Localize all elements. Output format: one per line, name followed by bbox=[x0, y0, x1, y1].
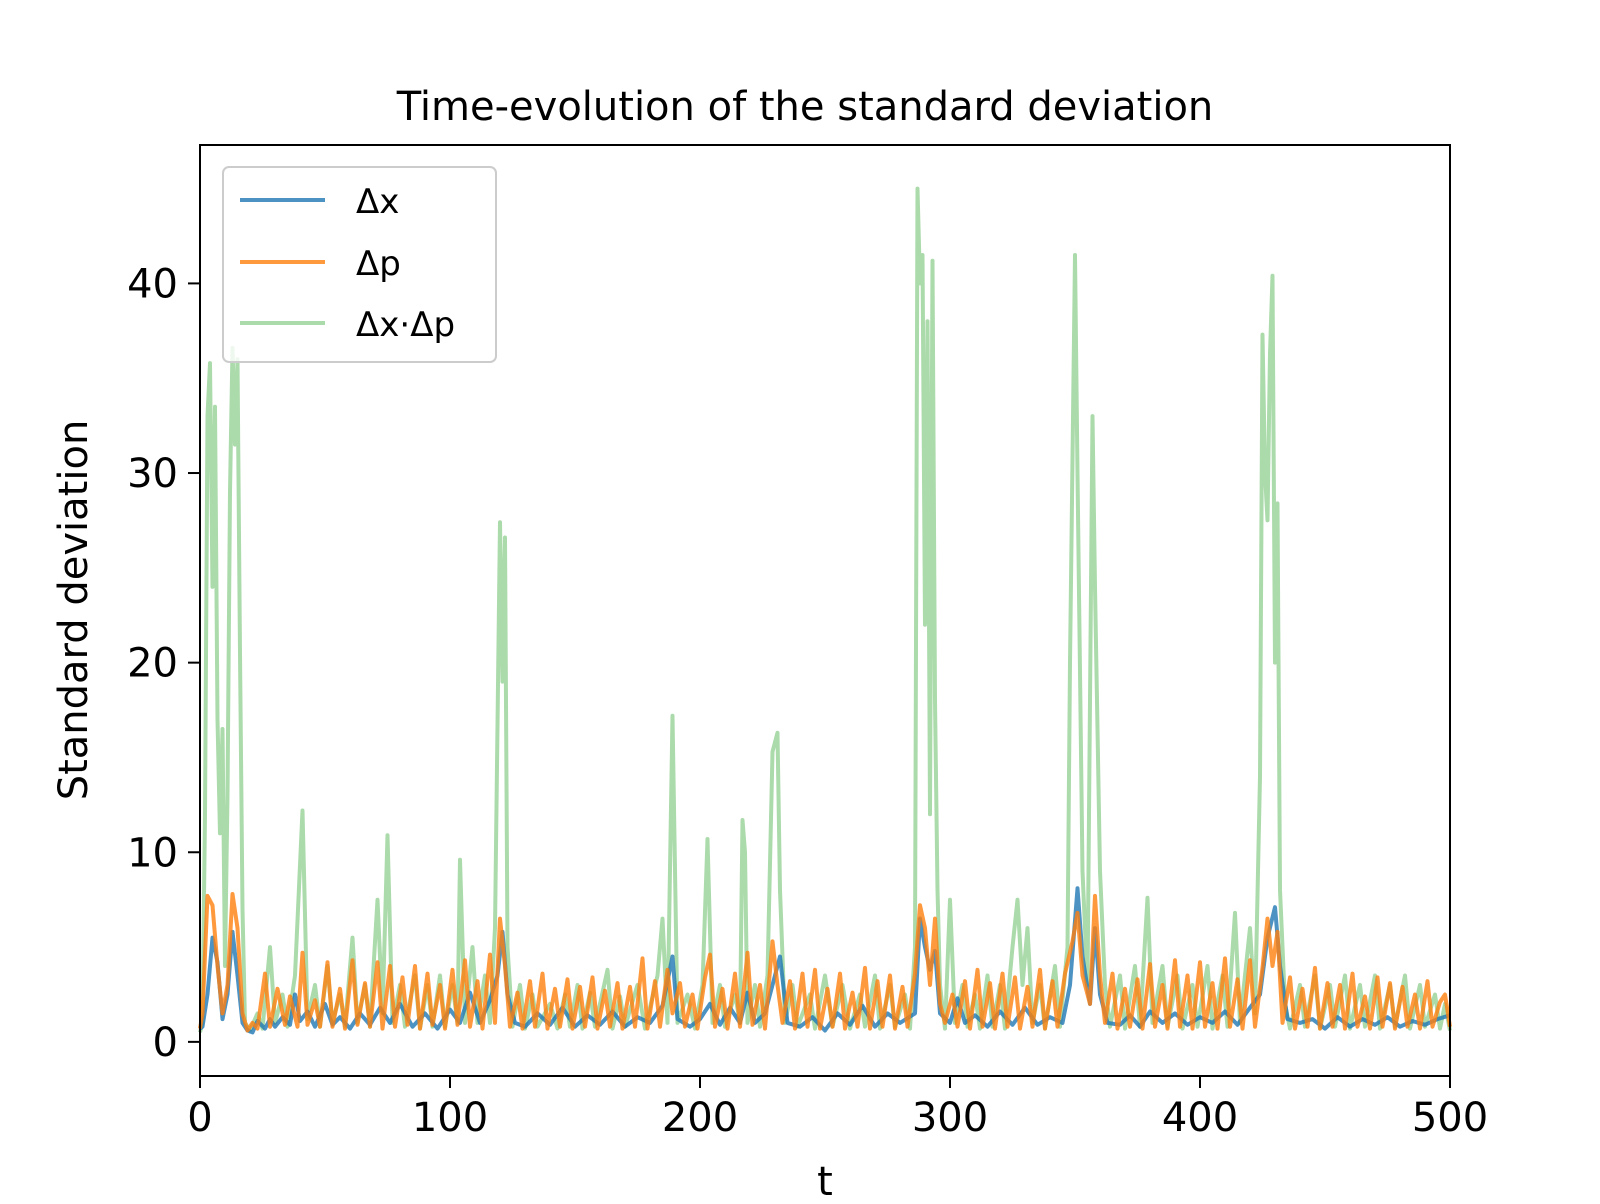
series-line-1 bbox=[198, 892, 1452, 1033]
x-tick-label: 300 bbox=[912, 1095, 988, 1141]
x-tick-label: 400 bbox=[1162, 1095, 1238, 1141]
x-axis: 0 100 200 300 400 500 bbox=[187, 1076, 1488, 1141]
legend-frame bbox=[222, 166, 497, 363]
plot-area bbox=[198, 186, 1452, 1035]
y-tick-label: 20 bbox=[127, 641, 178, 687]
x-tick-label: 200 bbox=[662, 1095, 738, 1141]
legend: Δx Δp Δx·Δp bbox=[222, 166, 497, 363]
plot-frame bbox=[199, 144, 1451, 1077]
legend-label-dx: Δx bbox=[356, 182, 399, 222]
y-tick-label: 30 bbox=[127, 451, 178, 497]
x-tick-label: 500 bbox=[1412, 1095, 1488, 1141]
chart-title: Time-evolution of the standard deviation bbox=[396, 84, 1214, 130]
x-tick-label: 0 bbox=[187, 1095, 212, 1141]
legend-label-dxdp: Δx·Δp bbox=[356, 305, 455, 345]
x-tick-label: 100 bbox=[412, 1095, 488, 1141]
y-tick-label: 40 bbox=[127, 261, 178, 307]
y-axis-label: Standard deviation bbox=[51, 420, 97, 801]
y-axis: 0 10 20 30 40 bbox=[127, 261, 200, 1066]
legend-label-dp: Δp bbox=[356, 244, 401, 284]
y-tick-label: 10 bbox=[127, 830, 178, 876]
x-axis-label: t bbox=[817, 1159, 833, 1200]
y-tick-label: 0 bbox=[153, 1020, 178, 1066]
